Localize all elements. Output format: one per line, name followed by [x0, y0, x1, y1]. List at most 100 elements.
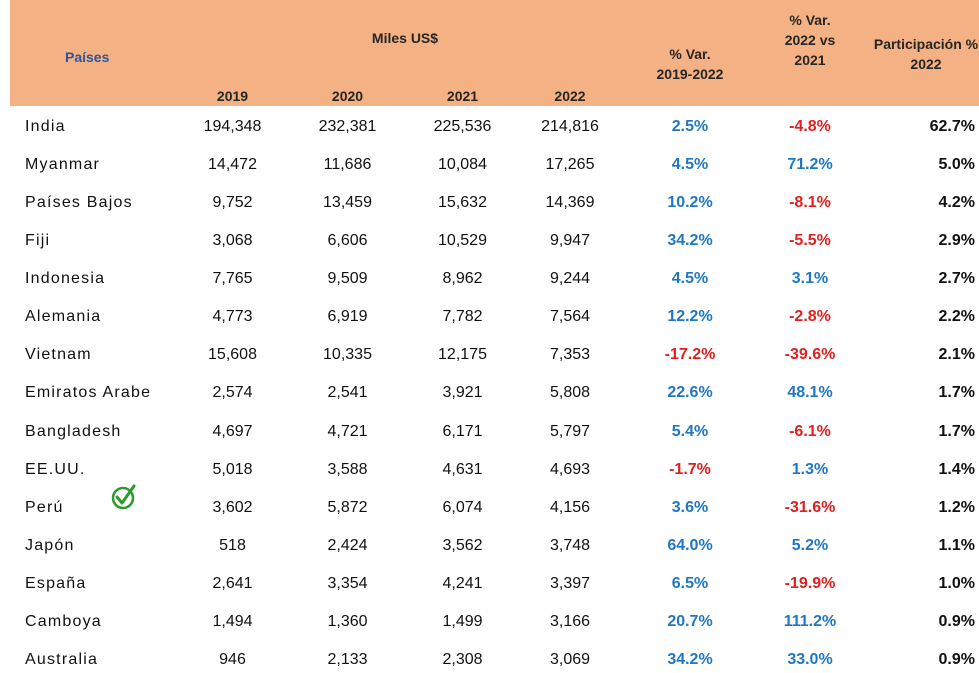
value-cell: 15,632: [438, 194, 487, 212]
value-cell: 4,697: [212, 422, 253, 440]
var2-text: % Var. 2022 vs 2021: [784, 12, 836, 68]
value-cell: 1,499: [442, 612, 483, 630]
value-cell: 10,335: [323, 346, 372, 364]
value-cell: 214,816: [541, 118, 599, 135]
value-cell: 34.2%: [667, 650, 713, 668]
value-cell: 9,509: [327, 270, 368, 288]
value-cell: 3,069: [549, 650, 591, 668]
value-cell: 1,360: [327, 612, 368, 630]
value-cell: 6,074: [442, 498, 483, 516]
value-cell: 1.4%: [938, 460, 975, 478]
value-cell: 4.5%: [671, 156, 709, 174]
year-header: 2019: [216, 88, 249, 104]
value-cell: 1.0%: [938, 574, 975, 592]
value-cell: 1.7%: [938, 384, 975, 402]
value-cell: 1.7%: [938, 422, 975, 440]
country-cell: Emiratos Arabe: [25, 384, 152, 402]
value-cell: 4.2%: [938, 194, 975, 212]
value-cell: 13,459: [323, 194, 372, 212]
value-cell: 4,773: [212, 308, 253, 326]
value-cell: 8,962: [442, 270, 483, 288]
value-cell: 5.2%: [791, 536, 829, 554]
value-cell: 14,472: [208, 156, 257, 174]
value-cell: 33.0%: [787, 650, 833, 668]
value-cell: 64.0%: [667, 536, 713, 554]
value-cell: 3,562: [442, 536, 483, 554]
value-cell: 3,748: [549, 536, 591, 554]
value-cell: 3,068: [212, 232, 253, 250]
value-cell: 2,424: [327, 536, 368, 554]
value-cell: 3.6%: [671, 498, 709, 516]
value-cell: 3,921: [442, 384, 483, 402]
value-cell: 6,919: [327, 308, 368, 326]
value-cell: 10,084: [438, 156, 487, 174]
value-cell: 946: [219, 650, 246, 668]
value-cell: 0.9%: [938, 650, 975, 668]
value-cell: 5,808: [549, 384, 591, 402]
value-cell: 6,171: [442, 422, 483, 440]
value-cell: 2,541: [327, 384, 368, 402]
value-cell: 2,574: [212, 384, 253, 402]
var1-header: % Var. 2019-2022: [635, 44, 745, 84]
value-cell: 194,348: [203, 118, 262, 135]
value-cell: 10,529: [438, 232, 487, 250]
country-cell: España: [25, 574, 87, 592]
value-cell: 7,564: [549, 308, 591, 326]
value-cell: 111.2%: [783, 612, 837, 630]
value-cell: 5,018: [212, 460, 253, 478]
value-cell: 4,156: [549, 498, 591, 516]
value-cell: -39.6%: [784, 346, 836, 364]
value-cell: 9,752: [212, 194, 253, 212]
value-cell: 48.1%: [787, 384, 833, 402]
value-cell: 3,354: [327, 574, 368, 592]
value-cell: 4.5%: [671, 270, 709, 288]
value-cell: 4,721: [327, 422, 368, 440]
country-cell: Indonesia: [25, 270, 106, 288]
value-cell: 12,175: [438, 346, 487, 364]
value-cell: -19.9%: [784, 574, 836, 592]
value-cell: 6,606: [327, 232, 368, 250]
country-cell: Países Bajos: [25, 194, 133, 212]
value-cell: 9,947: [549, 232, 591, 250]
country-cell: Bangladesh: [25, 422, 122, 440]
value-cell: 5.4%: [671, 422, 709, 440]
year-header: 2021: [446, 88, 479, 104]
value-cell: 9,244: [549, 270, 591, 288]
value-cell: 5,797: [549, 422, 591, 440]
year-header: 2020: [331, 88, 364, 104]
country-cell: Alemania: [25, 308, 102, 326]
value-cell: 518: [219, 536, 246, 554]
value-cell: 3,166: [549, 612, 591, 630]
value-cell: 7,782: [442, 308, 483, 326]
share-header: Participación % 2022: [873, 36, 979, 72]
country-cell: Australia: [25, 650, 99, 668]
value-cell: 7,353: [549, 346, 591, 364]
value-cell: 17,265: [545, 156, 595, 174]
value-cell: -8.1%: [789, 194, 831, 212]
value-cell: 15,608: [208, 346, 257, 364]
country-cell: Vietnam: [25, 346, 92, 364]
value-cell: 6.5%: [671, 574, 709, 592]
value-cell: 20.7%: [667, 612, 713, 630]
value-cell: 10.2%: [667, 194, 713, 212]
value-cell: 3,588: [327, 460, 368, 478]
value-cell: 2,133: [327, 650, 368, 668]
value-cell: 12.2%: [667, 308, 713, 326]
country-cell: Perú: [25, 498, 64, 516]
value-cell: 34.2%: [667, 232, 713, 250]
value-cell: 14,369: [545, 194, 595, 212]
value-cell: 71.2%: [787, 156, 833, 174]
value-cell: 1.1%: [938, 536, 975, 554]
value-cell: 11,686: [323, 156, 372, 174]
value-cell: 2.9%: [938, 232, 975, 250]
value-cell: 22.6%: [667, 384, 713, 402]
country-cell: Japón: [25, 536, 75, 554]
value-cell: 4,693: [549, 460, 591, 478]
value-cell: 5,872: [327, 498, 368, 516]
country-cell: EE.UU.: [25, 460, 86, 478]
value-cell: 7,765: [212, 270, 253, 288]
value-cell: 2.1%: [938, 346, 975, 364]
value-cell: -2.8%: [789, 308, 831, 326]
year-header: 2022: [554, 88, 586, 104]
